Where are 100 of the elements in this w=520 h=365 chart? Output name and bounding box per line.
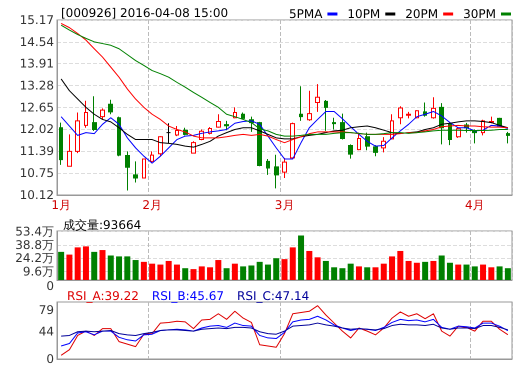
y-tick-label: 11.39: [20, 144, 54, 158]
bar: [438, 256, 445, 280]
candlestick: [398, 106, 403, 125]
y-tick-label: 38.8万: [15, 238, 54, 252]
candlestick: [175, 126, 179, 137]
candlestick: [75, 112, 80, 154]
y-tick-label: 10.75: [20, 166, 54, 180]
bar: [66, 254, 72, 280]
bar: [273, 258, 280, 280]
candlestick: [315, 84, 320, 112]
bar: [108, 256, 114, 280]
line-series: [60, 110, 508, 164]
y-tick-label: 14.54: [20, 34, 54, 49]
bar: [116, 256, 122, 280]
y-tick-label: 13.28: [20, 78, 54, 92]
candlestick: [84, 100, 88, 128]
bar: [314, 257, 321, 280]
y-tick-label: 10.12: [20, 188, 54, 202]
y-tick-label: 0: [46, 279, 54, 293]
candlestick: [92, 96, 97, 132]
bar: [306, 250, 312, 280]
bar: [406, 260, 412, 280]
candlestick: [431, 96, 436, 120]
y-tick-label: 53.4万: [15, 224, 54, 239]
x-tick-label: 2月: [142, 198, 162, 212]
bar: [248, 265, 254, 280]
candlestick: [150, 150, 154, 164]
y-tick-label: 9.6万: [22, 264, 54, 278]
bar: [380, 264, 387, 280]
candlestick: [158, 136, 163, 157]
bar: [430, 260, 436, 280]
bar: [290, 247, 296, 280]
candlestick: [216, 114, 221, 128]
candlestick: [406, 111, 411, 119]
bar: [446, 262, 453, 280]
bar: [166, 260, 172, 280]
candlestick: [506, 131, 510, 144]
bar: [256, 262, 263, 280]
x-tick-label: 3月: [274, 198, 294, 212]
bar: [91, 252, 98, 280]
bar: [232, 264, 238, 280]
line-series: [60, 316, 508, 346]
bar: [472, 266, 478, 280]
bar: [174, 264, 180, 280]
candlestick: [274, 154, 279, 189]
y-tick-label: 44: [38, 324, 54, 339]
bar: [124, 256, 130, 280]
y-tick-label: 12.02: [20, 122, 54, 136]
bar: [488, 267, 494, 280]
legend-label: 10PM: [347, 7, 380, 21]
bar: [224, 268, 230, 280]
candlestick: [348, 144, 353, 160]
candlestick: [299, 86, 303, 122]
candlestick: [357, 132, 361, 151]
candlestick: [282, 157, 287, 179]
line-series: [60, 305, 508, 356]
bar: [504, 268, 511, 280]
candlestick: [100, 108, 105, 120]
bar: [74, 247, 81, 280]
bar: [58, 252, 64, 280]
series-label: RSI_C:47.14: [237, 289, 310, 303]
y-tick-label: 0: [46, 352, 54, 365]
y-tick-label: 13.91: [20, 56, 54, 71]
bar: [364, 267, 370, 280]
bar: [339, 268, 346, 280]
bar: [372, 267, 378, 280]
candlestick: [166, 122, 171, 144]
chart-title: [000926] 2016-04-08 15:00: [61, 6, 228, 20]
bar: [207, 267, 214, 280]
text: RSI_A:39.22: [67, 289, 139, 303]
bar: [331, 267, 338, 280]
bar: [422, 262, 428, 280]
candlestick: [241, 112, 245, 120]
candlestick: [373, 144, 378, 157]
legend-label: 20PM: [405, 7, 438, 21]
series-label: RSI_B:45.67: [152, 289, 224, 303]
y-tick-label: 24.2万: [15, 251, 54, 266]
bar: [414, 262, 420, 280]
y-tick-label: 79: [38, 303, 54, 318]
bar: [82, 246, 89, 280]
bar: [356, 266, 362, 280]
bar: [157, 264, 164, 280]
line-series: [60, 322, 508, 337]
candlestick: [142, 158, 146, 179]
bar: [190, 269, 196, 280]
candlestick: [266, 158, 270, 176]
bar: [140, 262, 147, 280]
x-tick-label: 4月: [464, 198, 485, 212]
bar: [496, 266, 503, 280]
y-tick-label: 15.17: [20, 13, 54, 27]
candlestick: [125, 150, 130, 191]
bar: [198, 266, 205, 280]
bar: [464, 264, 470, 280]
candlestick: [224, 120, 229, 131]
bar: [348, 264, 354, 280]
line-series: [60, 78, 508, 148]
candlestick: [307, 90, 312, 122]
candlestick: [324, 100, 328, 132]
legend-label: 30PM: [463, 7, 496, 21]
bar: [389, 256, 396, 280]
